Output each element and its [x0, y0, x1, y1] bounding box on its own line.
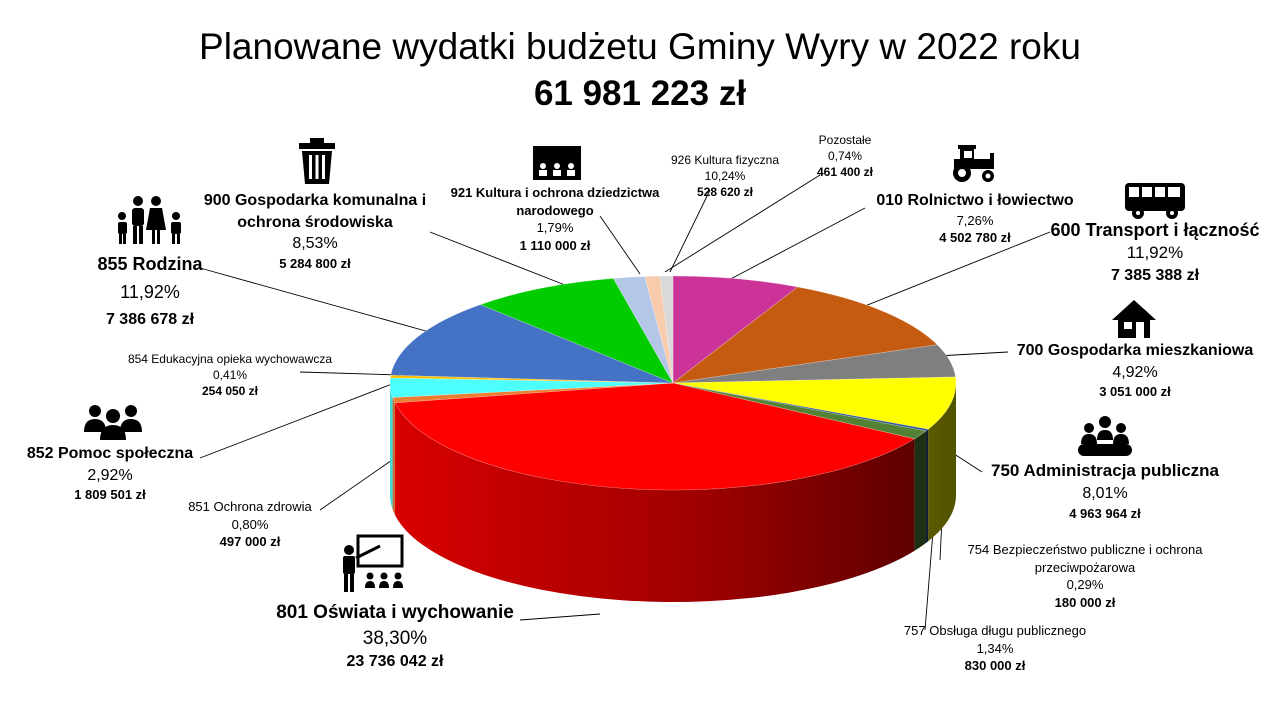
meeting-icon: [1078, 416, 1132, 456]
leader-line-0: [669, 189, 711, 273]
leader-line-14: [599, 215, 641, 275]
pie-side-6: [394, 402, 915, 602]
label-700: 700 Gospodarka mieszkaniowa 4,92% 3 051 …: [1016, 342, 1254, 400]
label-854: 854 Edukacyjna opieka wychowawcza 0,41% …: [127, 352, 333, 399]
leader-line-2: [724, 207, 866, 283]
label-855: 855 Rodzina 11,92% 7 386 678 zł: [97, 254, 203, 328]
pie-side-3: [928, 383, 956, 542]
family-icon: [118, 196, 181, 244]
pie-side-8: [390, 383, 393, 510]
label-010: 010 Rolnictwo i łowiectwo 7,26% 4 502 78…: [876, 192, 1074, 246]
trash-icon: [299, 138, 335, 184]
label-852: 852 Pomoc społeczna 2,92% 1 809 501 zł: [26, 445, 194, 503]
pie-slice-9: [389, 374, 674, 384]
label-801: 801 Oświata i wychowanie 38,30% 23 736 0…: [276, 602, 514, 671]
pie-slice-6: [394, 382, 916, 491]
tractor-icon: [953, 145, 994, 182]
label-750: 750 Administracja publiczna 8,01% 4 963 …: [991, 461, 1219, 521]
leader-line-1: [664, 174, 821, 273]
pie-slice-7: [392, 382, 674, 404]
leader-line-9: [319, 457, 396, 511]
label-757: 757 Obsługa długu publicznego 1,34% 830 …: [903, 623, 1087, 674]
audience-icon: [533, 146, 581, 180]
pie-slice-10: [390, 304, 674, 384]
pie-side-4: [925, 429, 929, 543]
leader-line-10: [199, 383, 393, 459]
label-754: 754 Bezpieczeństwo publiczne i ochrona p…: [967, 542, 1203, 610]
pie-side-5: [914, 430, 926, 551]
leader-line-11: [299, 371, 401, 376]
pie-slice-11: [479, 278, 674, 384]
pie-slice-0: [672, 275, 799, 384]
leader-line-3: [859, 231, 1051, 309]
pie-slice-14: [659, 275, 674, 384]
group-icon: [84, 405, 142, 440]
label-600: 600 Transport i łączność 11,92% 7 385 38…: [1050, 220, 1260, 285]
leader-line-8: [519, 613, 601, 621]
label-921: 921 Kultura i ochrona dziedzictwa narodo…: [450, 185, 660, 253]
pie-slice-2: [672, 344, 956, 384]
pie-slice-8: [389, 377, 674, 398]
label-851: 851 Ochrona zdrowia 0,80% 497 000 zł: [188, 499, 312, 550]
leader-line-4: [936, 351, 1009, 357]
pie-slice-4: [672, 382, 929, 432]
house-icon: [1112, 300, 1156, 338]
leader-line-12: [199, 267, 441, 336]
pie-slice-5: [672, 382, 927, 440]
pie-slice-1: [671, 286, 938, 384]
bus-icon: [1125, 183, 1185, 219]
pie-slice-13: [644, 275, 674, 384]
chart-total: 61 981 223 zł: [533, 74, 747, 113]
label-pozostale: Pozostałe 0,74% 461 400 zł: [816, 133, 874, 180]
pie-slice-3: [672, 376, 957, 430]
label-900: 900 Gospodarka komunalna i ochrona środo…: [203, 192, 427, 271]
label-926: 926 Kultura fizyczna 10,24% 528 620 zł: [670, 153, 780, 200]
leader-line-13: [429, 231, 566, 286]
chart-title: Planowane wydatki budżetu Gminy Wyry w 2…: [199, 26, 1081, 67]
pie-side-7: [392, 397, 395, 515]
teacher-icon: [343, 534, 404, 592]
pie-slice-12: [612, 276, 674, 384]
